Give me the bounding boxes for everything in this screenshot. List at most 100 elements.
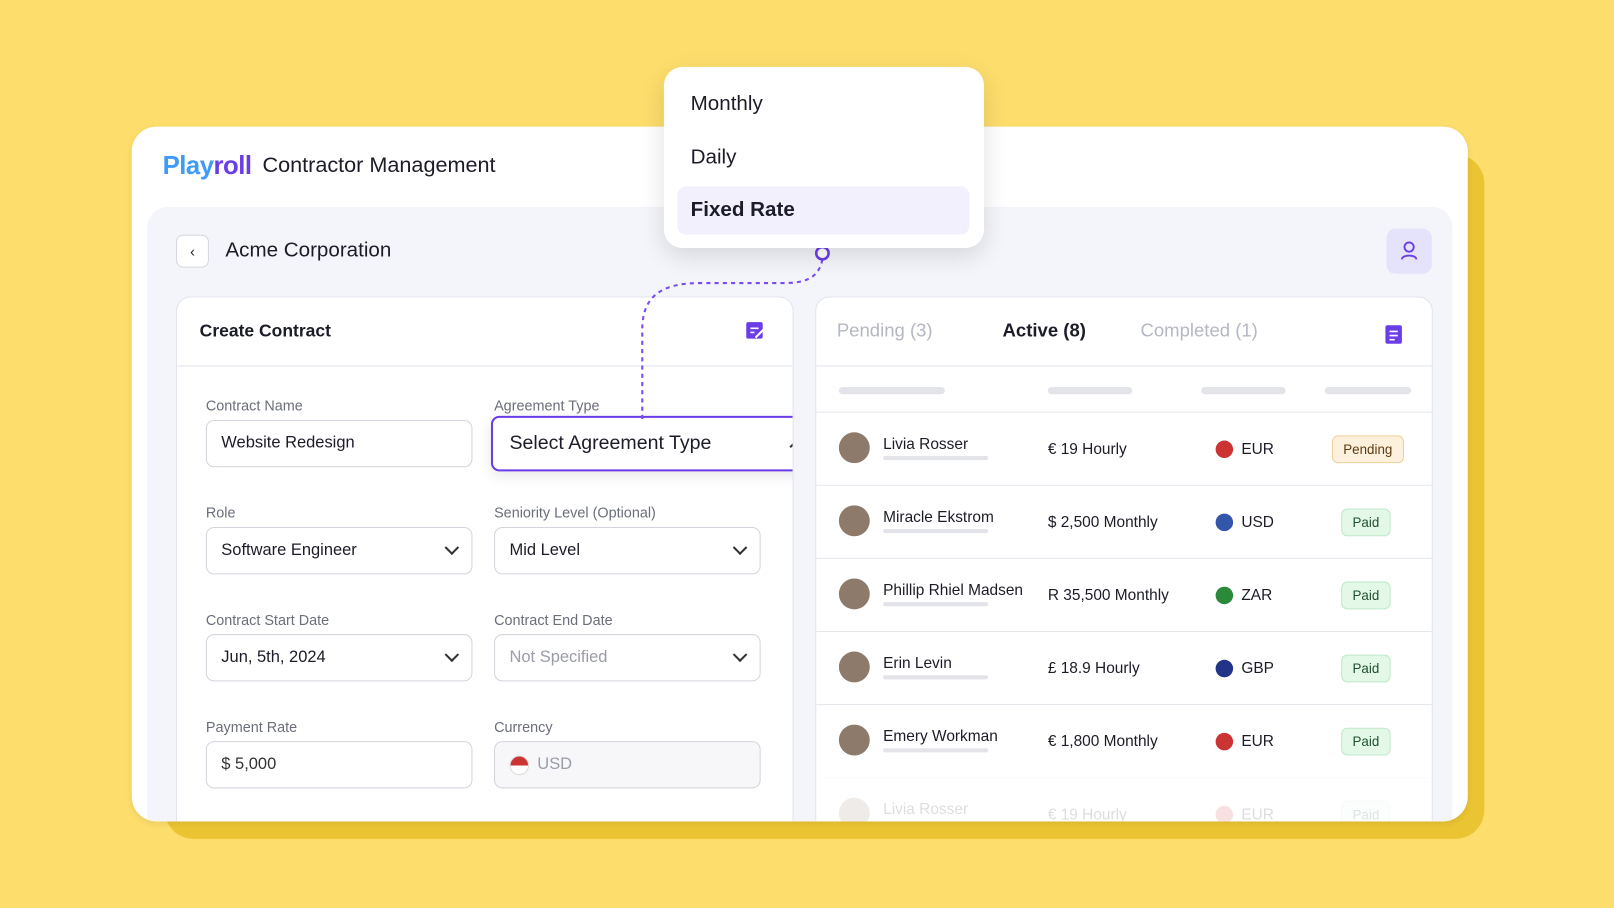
dropdown-option[interactable]: Monthly [690, 92, 763, 116]
tab[interactable]: Completed (1) [1140, 320, 1258, 341]
brand-roll: roll [213, 151, 253, 181]
field-value: Not Specified [509, 648, 608, 666]
form-title: Create Contract [199, 321, 331, 341]
status-badge: Paid [1341, 508, 1391, 537]
brand: Playroll [163, 151, 252, 181]
skeleton [1324, 387, 1412, 395]
field-label: Contract End Date [494, 611, 613, 628]
status-badge: Pending [1331, 435, 1404, 464]
avatar [838, 578, 870, 610]
company-name: Acme Corporation [225, 238, 392, 262]
name-underline [883, 675, 989, 680]
contract-row: Livia Rosser € 19 Hourly EUR Paid [816, 777, 1432, 822]
app-card: Playroll Contractor Management ‹ Acme Co… [131, 126, 1468, 822]
user-button[interactable] [1386, 228, 1432, 274]
flag-icon [1215, 659, 1234, 678]
currency: EUR [1241, 805, 1274, 822]
skeleton [1047, 387, 1133, 395]
avatar [838, 432, 870, 464]
rate: € 19 Hourly [1047, 440, 1127, 459]
status-badge: Paid [1341, 654, 1391, 683]
currency: EUR [1241, 732, 1274, 751]
contract-row: Phillip Rhiel Madsen R 35,500 Monthly ZAR P… [816, 557, 1432, 631]
currency: EUR [1241, 440, 1274, 459]
tab[interactable]: Pending (3) [836, 320, 933, 341]
skeleton [838, 387, 945, 395]
name-underline [883, 529, 989, 534]
flag-icon [1215, 732, 1234, 751]
flag-icon [1215, 586, 1234, 605]
rate: R 35,500 Monthly [1047, 586, 1169, 605]
avatar [838, 651, 870, 683]
field-label: Contract Name [205, 397, 303, 414]
tab-active[interactable]: Active (8) [1002, 320, 1086, 341]
name-underline [883, 455, 989, 461]
field-value: Website Redesign [221, 434, 355, 452]
rate: € 19 Hourly [1047, 805, 1127, 822]
field-value: Select Agreement Type [509, 432, 712, 454]
form-header [177, 297, 793, 367]
field-value: Jun, 5th, 2024 [221, 648, 326, 666]
contract-row: Emery Workman € 1,800 Monthly EUR Paid [816, 704, 1432, 777]
tabs-bar [816, 297, 1432, 367]
currency: ZAR [1241, 586, 1273, 605]
input-box[interactable]: Website Redesign [205, 419, 473, 468]
brand-play: Play [162, 151, 214, 181]
back-button[interactable]: ‹ [176, 234, 209, 268]
field-value: USD [537, 755, 573, 774]
input-box[interactable]: USD [494, 741, 761, 789]
option-highlight [677, 186, 970, 235]
app-title: Contractor Management [262, 153, 496, 178]
dropdown-option[interactable]: Fixed Rate [690, 198, 795, 222]
rate: £ 18.9 Hourly [1047, 659, 1140, 678]
currency: GBP [1241, 659, 1274, 678]
contract-row: Erin Levin £ 18.9 Hourly GBP Paid [816, 630, 1432, 704]
field-value: Mid Level [509, 541, 580, 559]
content-panel: ‹ Acme Corporation Create Contract Contr… [147, 206, 1453, 822]
input-box[interactable]: Jun, 5th, 2024 [205, 634, 473, 682]
contractor-name: Miracle Ekstrom [883, 508, 994, 526]
skeleton [1201, 387, 1286, 395]
agreement-select[interactable]: Select Agreement Type [490, 415, 793, 472]
field-label: Agreement Type [494, 397, 600, 414]
contractor-name: Livia Rosser [883, 435, 969, 453]
dropdown-menu: Monthly Daily Fixed Rate [663, 66, 985, 249]
input-box[interactable]: Not Specified [494, 634, 761, 682]
currency: USD [1241, 513, 1274, 532]
rate: $ 2,500 Monthly [1047, 513, 1158, 532]
flag-icon [509, 754, 530, 775]
form-card: Create Contract Contract Name Website Red… [176, 296, 794, 822]
status-badge: Paid [1341, 581, 1391, 610]
contractor-name: Phillip Rhiel Madsen [883, 581, 1024, 600]
doc-icon [1385, 325, 1402, 344]
user-icon [1400, 241, 1418, 260]
field-label: Payment Rate [205, 718, 298, 735]
input-box[interactable]: Software Engineer [205, 527, 473, 575]
contract-row: Livia Rosser € 19 Hourly EUR Pending [816, 411, 1432, 485]
dropdown-option[interactable]: Daily [690, 146, 737, 169]
contractor-name: Erin Levin [883, 654, 952, 673]
input-box[interactable]: Mid Level [494, 527, 761, 575]
avatar [838, 724, 870, 756]
contractor-name: Livia Rosser [883, 800, 969, 819]
contracts-card: Pending (3) Active (8) Completed (1) Liv… [815, 296, 1433, 822]
field-label: Role [205, 504, 236, 521]
contract-row: Miracle Ekstrom $ 2,500 Monthly USD Paid [816, 484, 1432, 558]
input-box[interactable]: $ 5,000 [205, 741, 473, 789]
flag-icon [1215, 805, 1234, 822]
status-badge: Paid [1341, 800, 1391, 822]
name-underline [883, 602, 989, 607]
field-label: Contract Start Date [205, 611, 330, 628]
flag-icon [1215, 513, 1234, 532]
avatar [838, 797, 870, 822]
field-label: Seniority Level (Optional) [494, 504, 656, 521]
field-value: Software Engineer [221, 541, 357, 559]
flag-icon [1215, 440, 1234, 459]
name-underline [883, 748, 989, 753]
contractor-name: Emery Workman [883, 727, 998, 746]
edit-icon [746, 322, 765, 339]
rate: € 1,800 Monthly [1047, 732, 1158, 751]
status-badge: Paid [1341, 727, 1391, 756]
